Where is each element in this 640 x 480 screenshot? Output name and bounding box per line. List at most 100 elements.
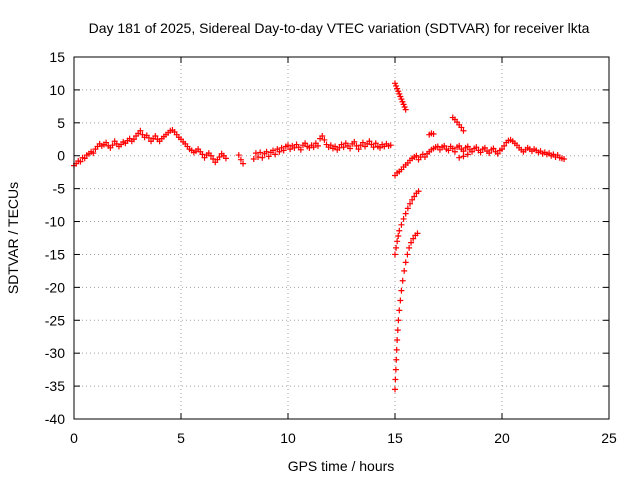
data-point <box>410 235 417 242</box>
data-point <box>408 239 415 246</box>
data-point <box>336 144 343 151</box>
data-point <box>393 346 400 353</box>
data-point <box>130 136 137 143</box>
data-point <box>237 156 244 163</box>
data-point <box>252 150 259 157</box>
data-point <box>359 139 366 146</box>
data-point <box>402 259 409 266</box>
data-point <box>561 156 568 163</box>
data-point <box>137 127 144 134</box>
y-tick-label: -25 <box>45 312 65 328</box>
data-point <box>404 205 411 212</box>
data-point <box>291 144 298 151</box>
data-point <box>494 150 501 157</box>
data-point <box>370 144 377 151</box>
data-point <box>396 90 403 97</box>
data-point <box>460 148 467 155</box>
data-point <box>394 327 401 334</box>
data-point <box>477 149 484 156</box>
y-tick-label: 10 <box>49 82 65 98</box>
data-point <box>409 196 416 203</box>
data-point <box>347 145 354 152</box>
data-point <box>280 147 287 154</box>
plot-frame <box>73 56 610 420</box>
data-point <box>257 149 264 156</box>
data-point <box>392 251 398 258</box>
data-point <box>235 152 242 159</box>
data-point <box>406 200 413 207</box>
y-tick-label: -10 <box>45 214 65 230</box>
y-axis-label: SDTVAR / TECUs <box>5 182 21 294</box>
series-descending-arc <box>392 80 409 113</box>
y-tick-labels: 15 10 5 0 -5 -10 -15 -20 -25 -30 -35 -40 <box>45 49 65 427</box>
data-point <box>207 152 214 159</box>
data-point <box>393 82 400 89</box>
data-point <box>332 143 339 150</box>
chart-title: Day 181 of 2025, Sidereal Day-to-day VTE… <box>89 20 590 36</box>
data-point <box>259 154 266 161</box>
y-tick-label: -35 <box>45 378 65 394</box>
data-point <box>490 145 497 152</box>
data-point <box>421 154 428 161</box>
data-point <box>400 215 407 222</box>
data-point <box>415 188 422 195</box>
data-point <box>399 277 406 284</box>
data-point <box>501 142 508 149</box>
y-tick-label: -15 <box>45 246 65 262</box>
data-point <box>394 85 401 92</box>
data-point <box>445 147 452 154</box>
data-point <box>402 210 409 217</box>
data-point <box>240 160 247 167</box>
data-point <box>263 148 270 155</box>
data-point <box>395 317 402 324</box>
data-point <box>222 155 229 162</box>
data-point <box>398 96 405 103</box>
data-point <box>395 88 402 95</box>
x-tick-label: 15 <box>387 430 403 446</box>
y-tick-label: 0 <box>57 148 65 164</box>
data-point <box>398 287 405 294</box>
data-point <box>460 127 467 134</box>
data-point <box>430 131 437 138</box>
data-point <box>401 104 408 111</box>
data-point <box>400 101 407 108</box>
y-tick-label: 15 <box>49 49 65 65</box>
data-point <box>486 150 493 157</box>
data-point <box>411 193 418 200</box>
data-point <box>414 230 421 237</box>
data-point <box>327 142 334 149</box>
data-point <box>103 139 110 146</box>
y-tick-label: 5 <box>57 115 65 131</box>
data-point <box>199 151 206 158</box>
series-dip-arc-2 <box>392 230 421 393</box>
data-point <box>393 244 400 251</box>
data-point <box>210 156 217 163</box>
y-tick-label: -20 <box>45 279 65 295</box>
data-point <box>464 151 471 158</box>
data-point <box>449 145 456 152</box>
data-point <box>395 233 402 240</box>
data-point <box>413 152 420 159</box>
data-point <box>152 132 159 139</box>
data-point <box>310 144 317 151</box>
data-point <box>355 146 362 153</box>
data-points <box>71 80 568 393</box>
data-point <box>397 297 404 304</box>
data-point <box>458 124 465 131</box>
data-point <box>302 140 309 147</box>
data-point <box>314 142 321 149</box>
data-point <box>372 140 379 147</box>
data-point <box>396 307 403 314</box>
data-point <box>340 144 347 151</box>
data-point <box>473 144 480 151</box>
data-point <box>401 267 408 274</box>
data-point <box>81 155 88 162</box>
data-point <box>377 144 384 151</box>
x-tick-label: 10 <box>280 430 296 446</box>
data-point <box>499 146 505 153</box>
data-point <box>481 144 488 151</box>
data-point <box>456 142 463 149</box>
data-point <box>297 146 304 153</box>
data-point <box>250 156 257 163</box>
